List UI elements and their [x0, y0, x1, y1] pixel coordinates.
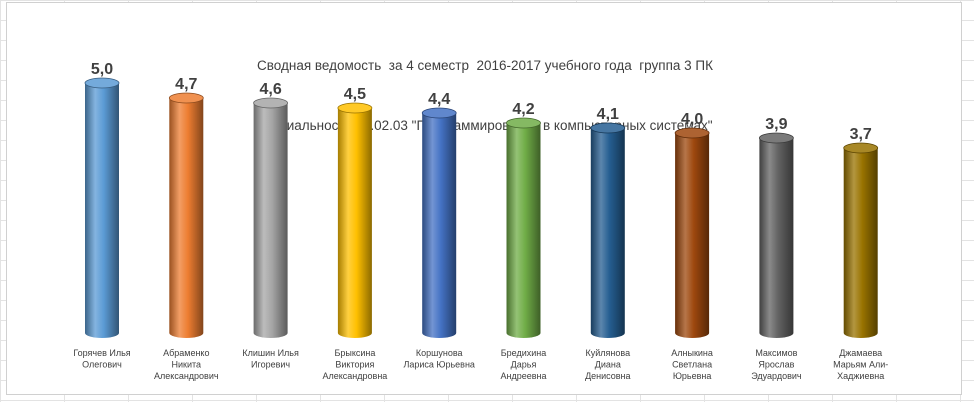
bar-5[interactable]: [421, 107, 457, 338]
data-label-4: 4,5: [344, 86, 366, 103]
bar-body: [759, 138, 794, 338]
bar-9[interactable]: [759, 132, 794, 338]
data-label-8: 4,0: [681, 111, 703, 128]
category-label-6: Бредихина Дарья Андреевна: [501, 348, 547, 381]
data-label-2: 4,7: [175, 76, 197, 93]
bar-body: [337, 108, 372, 338]
bar-top-cap: [674, 127, 710, 139]
bar-body: [253, 103, 288, 338]
bar-8[interactable]: [674, 127, 710, 338]
bar-top-cap: [253, 97, 289, 109]
data-label-9: 3,9: [765, 116, 787, 133]
bar-6[interactable]: [506, 117, 541, 338]
bar-body: [169, 98, 204, 338]
bar-body: [422, 113, 457, 338]
bar-top-cap: [168, 92, 204, 104]
data-label-3: 4,6: [259, 81, 281, 98]
bar-body: [85, 83, 119, 338]
data-label-10: 3,7: [850, 126, 872, 143]
category-label-5: Коршунова Лариса Юрьевна: [403, 348, 475, 370]
bar-7[interactable]: [590, 122, 626, 338]
chart-title-line-1: Сводная ведомость за 4 семестр 2016-2017…: [257, 58, 713, 73]
category-label-3: Клишин Илья Игоревич: [242, 348, 299, 370]
chart-area[interactable]: Сводная ведомость за 4 семестр 2016-2017…: [6, 2, 962, 395]
bar-3[interactable]: [253, 97, 289, 338]
bar-body: [843, 148, 878, 338]
data-label-6: 4,2: [512, 101, 534, 118]
bar-4[interactable]: [337, 102, 373, 338]
category-label-4: Брыксина Виктория Александровна: [323, 348, 388, 381]
bar-top-cap: [759, 132, 794, 144]
data-label-7: 4,1: [597, 106, 619, 123]
bar-body: [675, 133, 710, 338]
bar-plot: 5,0 Горячев Илья Олегович 4,7 Абраменко Никит…: [73, 61, 888, 381]
bar-top-cap: [590, 122, 626, 134]
bar-body: [506, 123, 541, 338]
category-label-7: Куйлянова Диана Денисовна: [585, 348, 630, 381]
category-label-2: Абраменко Никита Александрович: [154, 348, 219, 381]
bar-10[interactable]: [843, 142, 879, 338]
category-label-8: Алныкина Светлана Юрьевна: [671, 348, 713, 381]
data-label-1: 5,0: [91, 61, 113, 78]
bar-top-cap: [506, 117, 541, 129]
category-label-9: Максимов Ярослав Эдуардович: [751, 348, 802, 381]
bar-body: [590, 128, 625, 338]
category-label-10: Джамаева Марьям Али-Хаджиевна: [833, 348, 888, 381]
bar-top-cap: [843, 142, 879, 154]
bar-top-cap: [421, 107, 457, 119]
bar-1[interactable]: [84, 77, 120, 338]
bar-top-cap: [337, 102, 373, 114]
data-label-5: 4,4: [428, 91, 450, 108]
category-label-1: Горячев Илья Олегович: [73, 348, 130, 370]
bar-2[interactable]: [168, 92, 204, 338]
bar-top-cap: [84, 77, 120, 89]
